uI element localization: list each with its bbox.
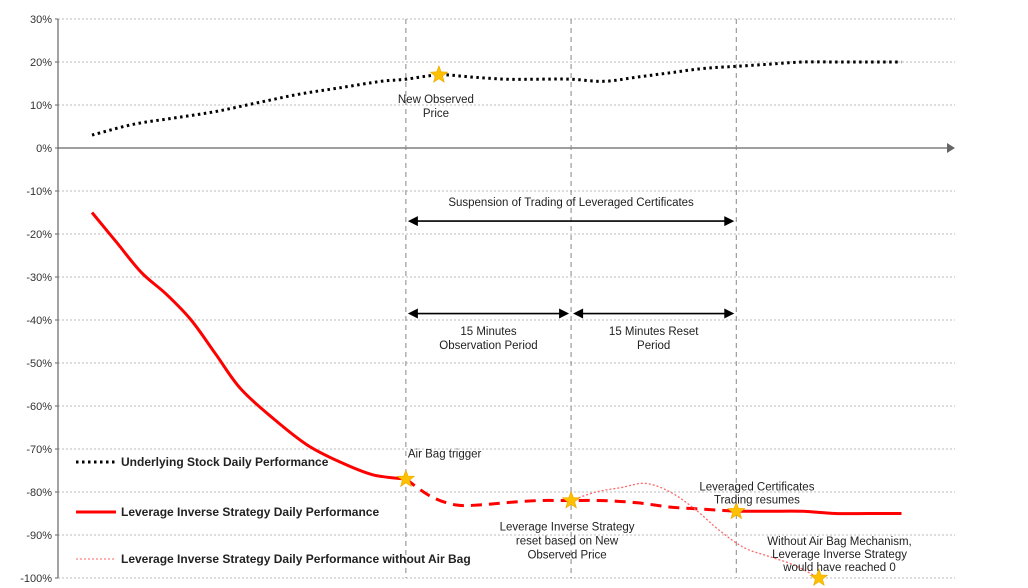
annotation-trading-resumes: Leveraged Certificates Trading resumes	[699, 482, 814, 507]
series-leverage-inverse-resumed	[736, 509, 902, 516]
series-leverage-inverse-solid	[90, 211, 407, 481]
y-tick-label: -100%	[20, 573, 52, 585]
series-leverage-inverse-suspended	[405, 477, 737, 513]
observation-arrow	[407, 308, 570, 319]
annotation-new-observed-price-line: New Observed	[398, 94, 474, 106]
reset-arrow-head-right	[724, 308, 735, 319]
observation-arrow-head-right	[559, 308, 570, 319]
star-marker	[429, 65, 449, 83]
annotation-reset-period-line: 15 Minutes Reset	[609, 326, 699, 338]
period-arrows	[407, 216, 735, 319]
star-marker	[726, 501, 746, 520]
y-tick-label: -10%	[26, 186, 52, 198]
x-axis-arrowhead	[947, 143, 955, 153]
series-layer	[90, 60, 902, 579]
annotation-new-observed-price-line: Price	[423, 108, 449, 120]
reset-arrow-head-left	[573, 308, 584, 319]
annotation-reset-note-line: Leverage Inverse Strategy	[500, 522, 635, 534]
y-tick-label: -80%	[26, 487, 52, 499]
legend: Underlying Stock Daily Performance Levera…	[76, 455, 471, 566]
event-lines	[405, 19, 737, 578]
reset-arrow	[573, 308, 735, 319]
y-tick-label: -40%	[26, 315, 52, 327]
y-tick-label: -60%	[26, 401, 52, 413]
suspension-arrow-head-right	[724, 216, 735, 227]
annotation-without-air-bag-line: would have reached 0	[782, 562, 896, 574]
annotations: New Observed Price Suspension of Trading o…	[398, 94, 912, 574]
star-marker	[396, 469, 416, 488]
y-tick-label: 10%	[30, 100, 52, 112]
star-marker	[561, 490, 581, 509]
annotation-without-air-bag-line: Without Air Bag Mechanism,	[767, 536, 911, 548]
series-without-air-bag	[570, 482, 820, 579]
y-tick-label: 30%	[30, 14, 52, 26]
suspension-arrow	[407, 216, 735, 227]
y-tick-label: -50%	[26, 358, 52, 370]
legend-label: Underlying Stock Daily Performance	[121, 455, 329, 469]
legend-label: Leverage Inverse Strategy Daily Performa…	[121, 552, 471, 566]
star-marker	[809, 568, 829, 586]
legend-label: Leverage Inverse Strategy Daily Performa…	[121, 505, 379, 519]
annotation-trading-resumes-line: Trading resumes	[714, 495, 800, 507]
annotation-new-observed-price: New Observed Price	[398, 94, 474, 120]
y-axis-ticks: 30% 20% 10% 0% -10% -20% -30% -40% -50% -60% -70% -…	[20, 14, 58, 585]
annotation-observation-period-line: 15 Minutes	[460, 326, 517, 338]
annotation-reset-period: 15 Minutes Reset Period	[609, 326, 699, 352]
series-underlying-stock	[91, 60, 902, 137]
annotation-suspension: Suspension of Trading of Leveraged Certi…	[448, 197, 694, 209]
y-tick-label: 20%	[30, 57, 52, 69]
star-markers	[396, 65, 829, 586]
suspension-arrow-head-left	[407, 216, 418, 227]
annotation-reset-period-line: Period	[637, 340, 670, 352]
annotation-reset-note-line: reset based on New	[516, 536, 619, 548]
annotation-observation-period-line: Observation Period	[439, 340, 537, 352]
annotation-air-bag-trigger: Air Bag trigger	[408, 449, 482, 461]
y-tick-label: -90%	[26, 530, 52, 542]
y-tick-label: -70%	[26, 444, 52, 456]
annotation-reset-note-line: Observed Price	[527, 550, 606, 562]
annotation-reset-note: Leverage Inverse Strategy reset based on …	[500, 522, 635, 562]
observation-arrow-head-left	[407, 308, 418, 319]
y-tick-label: -30%	[26, 272, 52, 284]
grid-layer	[57, 18, 955, 579]
annotation-observation-period: 15 Minutes Observation Period	[439, 326, 537, 352]
y-tick-label: -20%	[26, 229, 52, 241]
annotation-trading-resumes-line: Leveraged Certificates	[699, 482, 814, 494]
y-tick-label: 0%	[36, 143, 52, 155]
annotation-without-air-bag: Without Air Bag Mechanism, Leverage Inver…	[767, 536, 911, 574]
annotation-without-air-bag-line: Leverage Inverse Strategy	[772, 549, 907, 561]
